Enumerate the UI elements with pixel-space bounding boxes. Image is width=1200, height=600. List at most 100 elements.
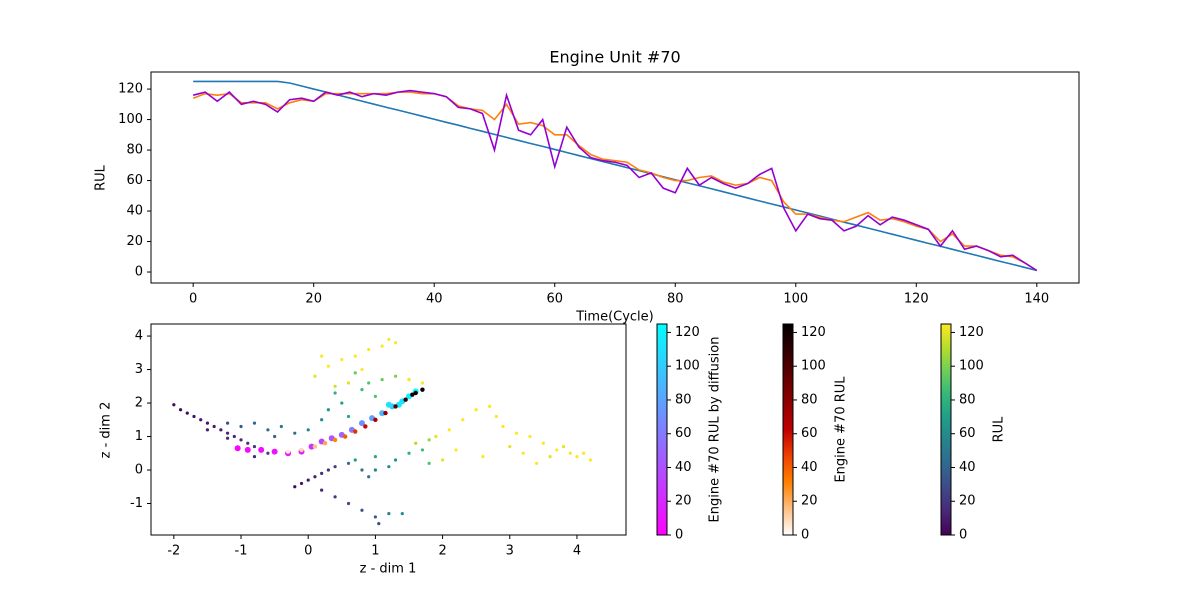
scatter-point	[440, 458, 445, 462]
y-tick-label: -1	[130, 496, 143, 511]
plot-frame	[150, 323, 627, 536]
y-tick-label: 4	[135, 329, 143, 344]
y-tick-label: 0	[135, 463, 143, 478]
colorbar-tick-label: 100	[675, 359, 700, 374]
scatter-point	[258, 446, 265, 453]
colorbar-tick-label: 20	[675, 494, 692, 509]
x-tick-label: 1	[371, 544, 379, 559]
scatter-point	[494, 414, 498, 419]
scatter-point	[575, 455, 579, 459]
data-line	[193, 80, 1038, 272]
scatter-point	[299, 481, 304, 486]
scatter-point	[340, 401, 344, 405]
colorbar-label: Engine #70 RUL	[834, 376, 849, 483]
x-tick-label: -1	[235, 544, 248, 559]
scatter-point	[508, 444, 512, 449]
scatter-point	[501, 424, 505, 429]
scatter-point	[320, 471, 324, 475]
scatter-point	[385, 401, 392, 408]
scatter-point	[313, 475, 317, 479]
x-tick-label: 40	[426, 292, 443, 307]
colorbar-tick-label: 20	[801, 494, 818, 509]
scatter-point	[420, 381, 425, 385]
scatter-point	[333, 465, 337, 469]
scatter-point	[199, 418, 203, 422]
scatter-point	[377, 522, 381, 526]
y-tick-label: 100	[118, 112, 143, 127]
scatter-point	[373, 515, 377, 519]
scatter-point	[353, 458, 357, 462]
scatter-point	[293, 485, 297, 489]
scatter-point	[320, 354, 324, 358]
scatter-point	[332, 437, 338, 443]
y-tick-label: 40	[126, 204, 143, 219]
scatter-point	[306, 428, 310, 432]
scatter-point	[528, 434, 532, 439]
scatter-point	[185, 411, 189, 415]
scatter-point	[232, 434, 236, 439]
scatter-point	[367, 381, 371, 385]
x-tick-label: 20	[305, 292, 322, 307]
scatter-point	[427, 438, 431, 442]
scatter-point	[380, 344, 384, 348]
scatter-point	[273, 434, 277, 439]
scatter-point	[488, 404, 492, 408]
scatter-point	[358, 420, 365, 427]
scatter-point	[312, 444, 318, 449]
scatter-point	[420, 387, 425, 392]
scatter-point	[246, 441, 250, 445]
scatter-point	[178, 408, 183, 412]
scatter-point	[239, 424, 243, 429]
scatter-point	[346, 381, 351, 385]
scatter-point	[360, 468, 364, 472]
scatter-point	[346, 461, 351, 465]
scatter-point	[414, 441, 418, 445]
colorbar-tick-label: 100	[959, 359, 984, 374]
scatter-point	[420, 448, 425, 452]
x-tick-label: 2	[438, 544, 446, 559]
scatter-point	[320, 488, 324, 492]
scatter-point	[308, 443, 315, 450]
scatter-point	[474, 408, 478, 412]
scatter-point	[252, 455, 257, 459]
scatter-point	[244, 446, 251, 453]
scatter-point	[313, 374, 317, 378]
x-axis-label: z - dim 1	[360, 562, 417, 577]
x-tick-label: -2	[167, 544, 180, 559]
colorbar-label: Engine #70 RUL by diffusion	[708, 337, 723, 523]
scatter-point	[266, 451, 270, 455]
scatter-point	[393, 458, 398, 462]
scatter-point	[192, 414, 196, 419]
x-tick-label: 100	[783, 292, 808, 307]
scatter-point	[373, 394, 377, 398]
x-tick-label: 60	[546, 292, 563, 307]
scatter-point	[360, 508, 364, 512]
scatter-point	[293, 431, 297, 435]
scatter-point	[407, 377, 411, 382]
scatter-point	[252, 444, 257, 449]
colorbar-tick-label: 120	[801, 325, 826, 340]
scatter-point	[413, 390, 418, 396]
scatter-point	[360, 367, 364, 372]
colorbar-tick-label: 0	[959, 528, 967, 543]
scatter-point	[568, 451, 572, 455]
y-tick-label: 0	[135, 265, 143, 280]
scatter-point	[172, 403, 176, 407]
scatter-point	[346, 501, 351, 506]
scatter-point	[326, 408, 330, 412]
scatter-point	[322, 441, 328, 446]
colorbar-tick-label: 40	[675, 460, 692, 475]
scatter-point	[320, 418, 324, 422]
y-tick-label: 2	[135, 396, 143, 411]
scatter-point	[353, 371, 357, 375]
scatter-point	[393, 341, 398, 345]
scatter-point	[373, 468, 377, 472]
scatter-point	[333, 495, 337, 499]
scatter-point	[234, 445, 241, 452]
y-axis-label: z - dim 2	[99, 402, 114, 459]
scatter-point	[454, 448, 458, 452]
y-axis-label: RUL	[94, 164, 109, 191]
scatter-point	[346, 414, 351, 419]
colorbar-tick-label: 80	[801, 392, 818, 407]
